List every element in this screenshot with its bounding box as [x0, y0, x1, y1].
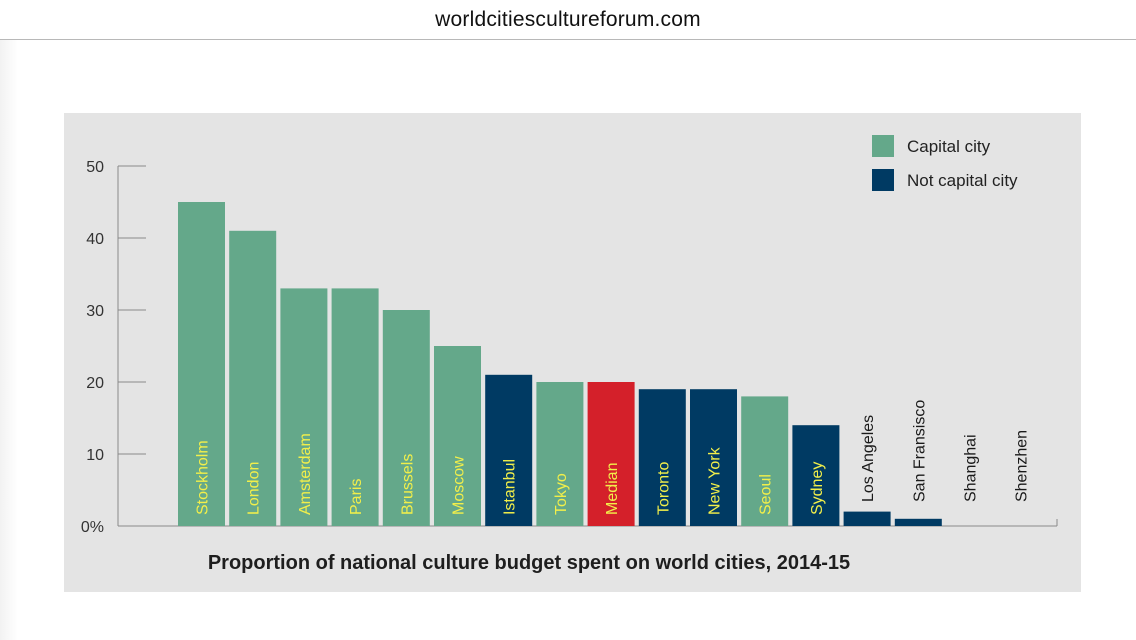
y-tick-label: 10: [86, 447, 104, 464]
bar-label-new-york: New York: [707, 446, 724, 515]
chart-bar-labels: Stockholm London Amsterdam Paris Brussels Mos…: [195, 400, 1031, 515]
bar-tokyo: [536, 382, 584, 526]
bar-label-shenzhen: Shenzhen: [1014, 430, 1031, 502]
y-tick-label: 50: [86, 159, 104, 176]
bar-toronto: [638, 389, 686, 526]
bar-brussels: [382, 310, 430, 526]
y-tick-label: 20: [86, 375, 104, 392]
chart-legend: Capital city Not capital city: [872, 135, 1018, 191]
bar-label-median: Median: [604, 463, 621, 515]
bar-label-amsterdam: Amsterdam: [297, 433, 314, 515]
legend-label: Capital city: [907, 137, 991, 156]
chart-bars: [178, 202, 942, 527]
bar-new-york: [690, 389, 737, 526]
bar-label-moscow: Moscow: [451, 456, 468, 515]
y-tick-label: 40: [86, 231, 104, 248]
bar-label-los-angeles: Los Angeles: [860, 415, 877, 502]
bar-istanbul: [485, 374, 533, 526]
y-tick-label: 0%: [81, 519, 104, 536]
bar-label-istanbul: Istanbul: [502, 459, 519, 515]
chart-title: Proportion of national culture budget sp…: [208, 552, 850, 574]
bar-seoul: [741, 396, 789, 526]
bar-stockholm: [178, 202, 225, 526]
legend-swatch: [872, 169, 894, 191]
legend-label: Not capital city: [907, 171, 1018, 190]
bar-label-tokyo: Tokyo: [553, 473, 570, 515]
bar-label-toronto: Toronto: [655, 462, 672, 515]
bar-london: [229, 230, 277, 527]
bar-sydney: [792, 425, 840, 526]
bar-los-angeles: [843, 511, 891, 526]
url-text: worldcitiescultureforum.com: [435, 7, 701, 31]
bar-label-brussels: Brussels: [399, 454, 416, 515]
bar-label-seoul: Seoul: [758, 474, 775, 515]
bar-label-san-fransisco: San Fransisco: [911, 400, 928, 502]
bar-label-stockholm: Stockholm: [195, 440, 212, 515]
bar-label-sydney: Sydney: [809, 462, 826, 515]
bar-label-paris: Paris: [348, 479, 365, 515]
bar-label-shanghai: Shanghai: [963, 434, 980, 502]
browser-address-bar[interactable]: worldcitiescultureforum.com: [0, 0, 1136, 40]
bar-label-london: London: [246, 462, 263, 515]
bar-paris: [331, 288, 379, 526]
bar-moscow: [434, 346, 481, 526]
chart-axes: 0% 10 20 30 40 50: [81, 159, 1058, 536]
page-edge-shadow: [0, 40, 18, 640]
y-tick-label: 30: [86, 303, 104, 320]
bar-amsterdam: [280, 288, 328, 526]
bar-median: [587, 382, 635, 526]
legend-swatch: [872, 135, 894, 157]
bar-san-fransisco: [894, 518, 942, 526]
